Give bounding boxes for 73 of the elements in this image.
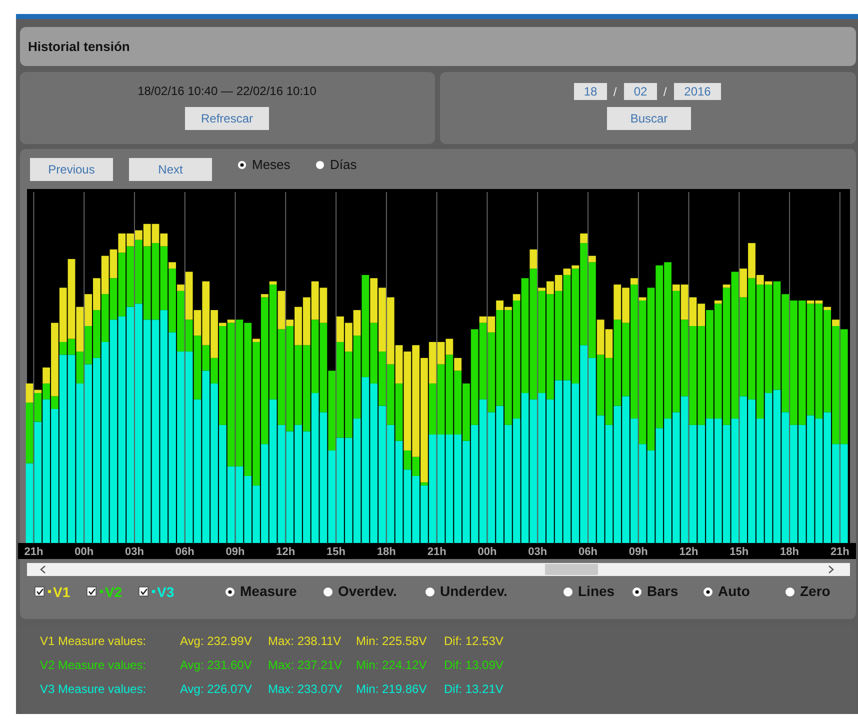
text: Max: 238.11V: [268, 634, 342, 648]
bar: [572, 265, 580, 269]
text: 18: [584, 84, 598, 98]
x-tick-label: 21h: [427, 546, 447, 558]
text: Min: 219.86V: [356, 682, 427, 696]
text: Días: [330, 157, 358, 172]
bar: [824, 306, 832, 310]
x-tick-label: 18h: [376, 546, 396, 558]
text: Zero: [800, 583, 830, 599]
x-tick-label: 09h: [628, 546, 648, 558]
bar: [227, 320, 235, 323]
bar: [252, 338, 260, 342]
x-tick-label: 21h: [24, 546, 44, 558]
text: Lines: [578, 583, 615, 599]
legend-label: V2: [105, 584, 122, 600]
bar: [638, 297, 646, 300]
text: Previous: [48, 162, 95, 176]
text: Max: 233.07V: [268, 682, 342, 696]
text: Bars: [647, 583, 678, 599]
bar: [512, 294, 520, 300]
text: Avg: 231.60V: [180, 658, 252, 672]
text: V3 Measure values:: [40, 682, 146, 696]
text: Min: 225.58V: [356, 634, 427, 648]
x-tick-label: 15h: [730, 546, 749, 558]
x-tick-label: 03h: [528, 546, 548, 558]
bar: [580, 233, 588, 244]
chart-subtitle: 18/02/16 10:40 — 22/02/16 10:10: [138, 84, 317, 98]
text: Avg: 232.99V: [180, 634, 252, 648]
text: V1 Measure values:: [40, 634, 146, 648]
text: Avg: 226.07V: [180, 682, 252, 696]
bar: [832, 320, 840, 326]
text: Buscar: [630, 112, 668, 126]
text: Underdev.: [440, 583, 508, 599]
bar: [714, 300, 722, 304]
x-tick-label: 15h: [326, 546, 346, 558]
x-tick-label: 06h: [175, 546, 195, 558]
text: Next: [158, 162, 184, 176]
bar: [454, 358, 462, 371]
text: Max: 237.21V: [268, 658, 342, 672]
text: /: [613, 85, 618, 99]
x-tick-label: 03h: [125, 546, 144, 558]
x-tick-label: 21h: [830, 546, 850, 558]
chart-title: Historial tensión: [28, 39, 130, 54]
bar: [260, 294, 268, 298]
bar: [168, 262, 176, 269]
text: Refrescar: [200, 112, 254, 126]
bar: [269, 281, 277, 285]
x-tick-label: 06h: [578, 546, 598, 558]
text: Auto: [718, 583, 750, 599]
text: Dif: 12.53V: [444, 634, 504, 648]
bar: [530, 249, 538, 269]
bar: [420, 482, 428, 486]
text: Meses: [252, 157, 291, 172]
text: Dif: 13.09V: [444, 658, 504, 672]
text: Min: 224.12V: [356, 658, 427, 672]
x-tick-label: 12h: [276, 546, 296, 558]
text: 02: [634, 84, 648, 98]
bar: [630, 278, 638, 285]
text: Measure: [240, 583, 298, 599]
x-tick-label: 09h: [226, 546, 246, 558]
bar: [588, 256, 596, 262]
x-tick-label: 18h: [780, 546, 800, 558]
x-tick-label: 12h: [679, 546, 699, 558]
x-tick-label: 00h: [74, 546, 94, 558]
x-tick-label: 00h: [478, 546, 497, 558]
legend-label: V1: [53, 584, 70, 600]
text: 2016: [684, 84, 712, 98]
text: /: [663, 85, 668, 99]
bar: [563, 268, 571, 275]
text: Dif: 13.21V: [444, 682, 504, 696]
text: V2 Measure values:: [40, 658, 146, 672]
text: Overdev.: [338, 583, 397, 599]
legend-label: V3: [157, 584, 174, 600]
